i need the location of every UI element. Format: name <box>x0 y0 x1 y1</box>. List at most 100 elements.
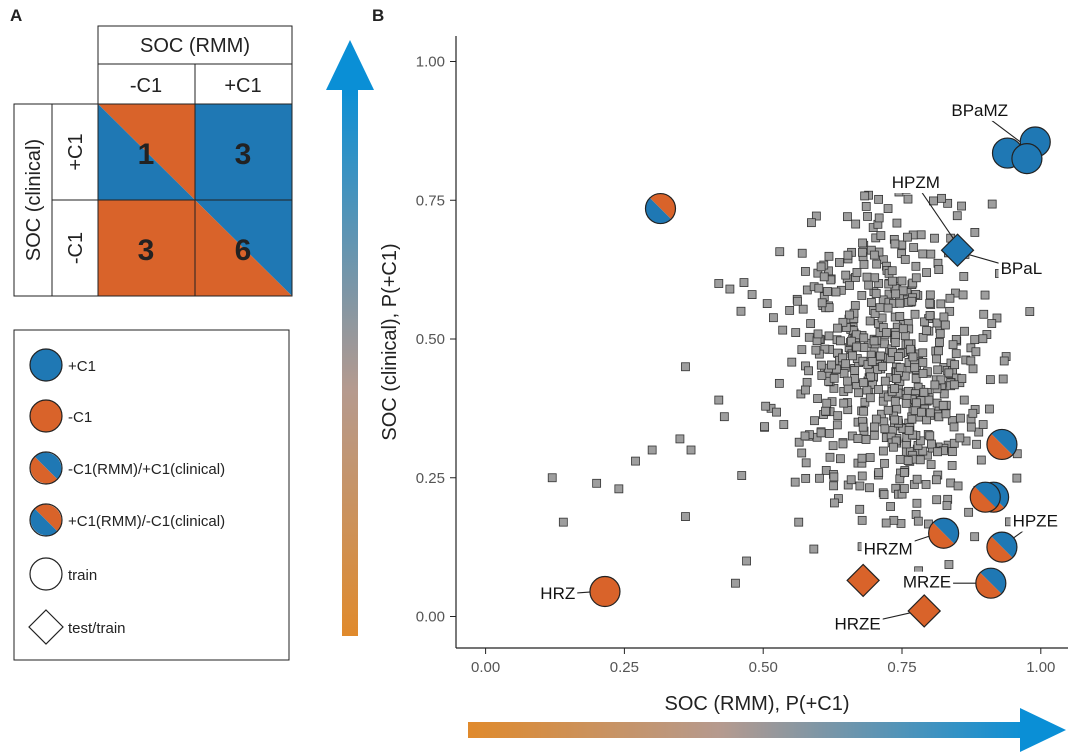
scatter-point <box>871 289 881 298</box>
scatter-point <box>822 398 832 408</box>
scatter-point <box>839 398 849 408</box>
scatter-point <box>910 363 920 373</box>
background-points <box>547 184 1035 588</box>
row-label-neg: -C1 <box>65 232 87 264</box>
svg-text:-C1: -C1 <box>68 409 92 426</box>
scatter-point <box>793 296 802 306</box>
scatter-point <box>932 495 942 505</box>
label-backing <box>861 538 915 560</box>
scatter-point <box>731 578 740 588</box>
scatter-point <box>999 356 1009 366</box>
scatter-point <box>907 414 917 424</box>
scatter-plot: 0.00 0.25 0.50 0.75 1.00 0.00 0.25 0.50 0.75 1.00… <box>379 36 1068 715</box>
scatter-point <box>895 363 905 373</box>
point-label: HRZ <box>540 584 575 603</box>
scatter-point <box>865 453 875 462</box>
scatter-point <box>912 474 922 484</box>
x-axis-title: SOC (RMM), P(+C1) <box>665 693 850 715</box>
highlighted-points <box>589 126 1051 628</box>
scatter-point <box>647 445 657 455</box>
scatter-point <box>940 320 950 330</box>
scatter-point <box>815 473 824 483</box>
scatter-point <box>911 374 921 383</box>
scatter-point <box>931 475 941 485</box>
scatter-point <box>980 290 990 300</box>
scatter-point <box>911 398 921 408</box>
scatter-point <box>887 276 897 286</box>
legend-orange-circle-icon <box>29 399 63 433</box>
scatter-point <box>817 298 827 308</box>
scatter-point <box>958 290 968 300</box>
scatter-point <box>922 268 931 277</box>
col-header: SOC (RMM) <box>140 35 250 57</box>
scatter-point <box>855 481 865 491</box>
legend-item-neg: -C1 <box>29 399 92 433</box>
scatter-point <box>858 422 868 432</box>
scatter-point <box>899 484 909 494</box>
scatter-point <box>797 345 807 355</box>
scatter-point <box>880 339 889 349</box>
scatter-point <box>968 408 978 418</box>
row-header: SOC (clinical) <box>23 139 45 261</box>
scatter-point <box>860 191 870 201</box>
scatter-point <box>948 340 958 350</box>
scatter-point <box>794 517 804 527</box>
matrix-cell-2: 3 <box>195 104 292 200</box>
scatter-point <box>921 480 931 489</box>
scatter-point <box>867 357 877 366</box>
scatter-point <box>863 212 872 221</box>
highlight-circle <box>644 192 677 225</box>
scatter-point <box>909 243 919 252</box>
legend-open-circle-icon <box>29 557 63 591</box>
scatter-point <box>823 287 832 296</box>
scatter-point <box>816 262 826 272</box>
scatter-point <box>761 401 771 411</box>
scatter-point <box>985 404 994 414</box>
scatter-point <box>762 299 772 308</box>
scatter-point <box>878 362 888 371</box>
scatter-point <box>832 420 842 430</box>
scatter-point <box>827 360 836 370</box>
scatter-point <box>833 323 842 333</box>
scatter-point <box>859 343 869 352</box>
highlight-circle <box>928 517 960 549</box>
scatter-point <box>949 380 959 390</box>
scatter-point <box>887 266 897 276</box>
scatter-point <box>945 306 955 316</box>
point-label: HPZE <box>1013 512 1058 531</box>
scatter-point <box>797 448 807 458</box>
svg-text:3: 3 <box>138 234 155 267</box>
scatter-point <box>631 456 640 466</box>
scatter-point <box>944 560 954 569</box>
scatter-point <box>785 306 795 315</box>
scatter-point <box>816 360 826 370</box>
scatter-point <box>926 249 936 259</box>
scatter-point <box>883 303 893 313</box>
svg-text:+C1(RMM)/-C1(clinical): +C1(RMM)/-C1(clinical) <box>68 513 225 530</box>
scatter-point <box>978 334 988 344</box>
scatter-point <box>890 396 900 406</box>
scatter-point <box>945 293 955 303</box>
scatter-point <box>801 458 811 468</box>
scatter-point <box>895 298 905 308</box>
y-tick-label: 1.00 <box>416 54 445 71</box>
scatter-point <box>853 434 863 443</box>
scatter-point <box>806 319 816 328</box>
scatter-point <box>801 267 810 276</box>
scatter-point <box>974 427 984 437</box>
scatter-point <box>901 398 911 408</box>
scatter-point <box>854 388 864 398</box>
scatter-point <box>804 366 813 376</box>
scatter-point <box>937 193 946 203</box>
scatter-point <box>970 532 980 542</box>
scatter-point <box>898 324 908 334</box>
scatter-point <box>866 372 875 382</box>
highlight-diamond <box>940 233 975 268</box>
scatter-point <box>916 230 926 240</box>
scatter-point <box>876 351 885 361</box>
scatter-point <box>902 232 912 242</box>
scatter-point <box>919 387 929 397</box>
scatter-point <box>966 422 976 432</box>
scatter-point <box>813 329 823 339</box>
